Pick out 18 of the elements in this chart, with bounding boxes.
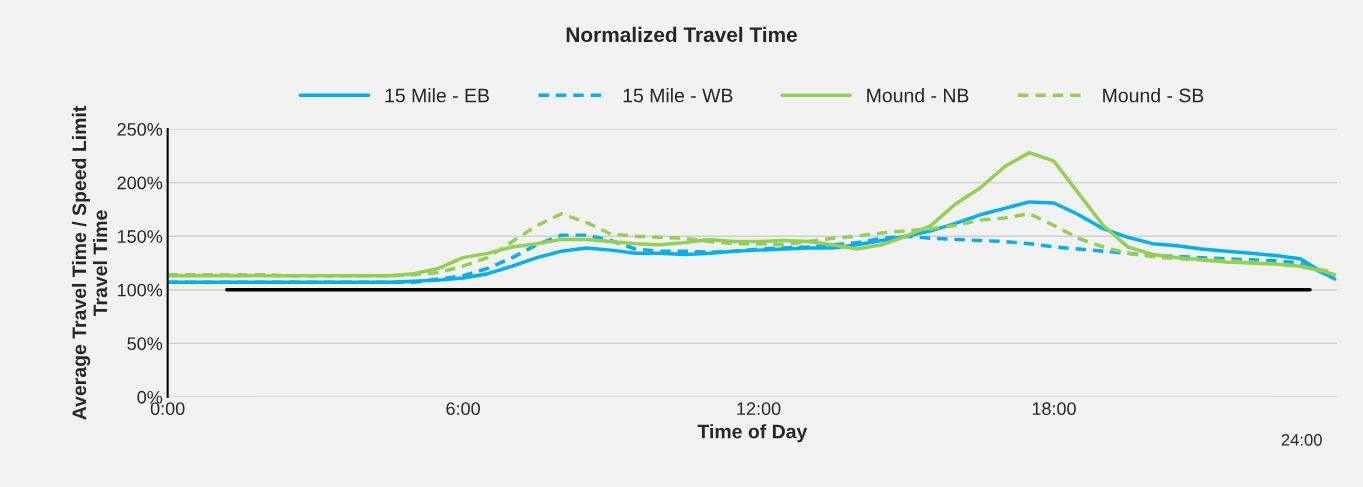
legend-label: 15 Mile - EB (385, 88, 489, 103)
y-axis-title: Average Travel Time / Speed Limit Travel Time (71, 105, 108, 420)
y-tick-label: 200% (117, 176, 163, 190)
text: 24:00 (1281, 433, 1322, 446)
y-tick-label: 150% (117, 230, 163, 243)
y-tick-label: 0% (137, 390, 163, 404)
x-tick-label: 18:00 (1032, 402, 1076, 416)
x-tick-label: 12:00 (737, 402, 781, 416)
chart-title: Normalized Travel Time (566, 26, 797, 43)
y-tick-label: 100% (117, 283, 163, 297)
y-tick-label: 50% (127, 337, 163, 351)
x-axis-title: Time of Day (697, 424, 808, 443)
x-tick-label: 0:00 (150, 402, 185, 416)
legend-label: Mound - SB (1103, 88, 1204, 103)
legend-label: Mound - NB (867, 88, 969, 103)
y-tick-label: 250% (117, 122, 163, 136)
legend-label: 15 Mile - WB (623, 88, 733, 103)
x-tick-label: 6:00 (446, 402, 480, 416)
